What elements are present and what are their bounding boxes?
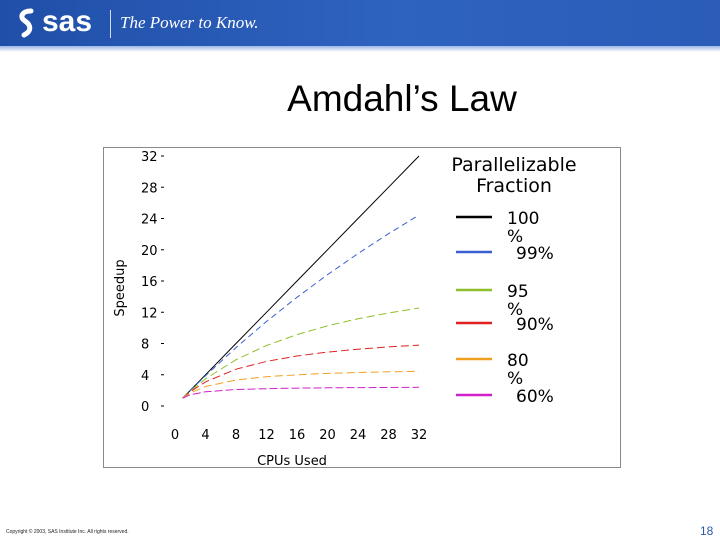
logo-text: sas — [42, 5, 93, 38]
tagline: The Power to Know. — [120, 13, 259, 32]
series-line-5 — [182, 386, 420, 399]
x-axis-label: CPUs Used — [257, 454, 327, 467]
y-tick-label: 12 — [141, 306, 158, 321]
series-line-1 — [182, 214, 420, 399]
y-tick-label: 4 — [141, 369, 149, 384]
legend-label-0-pct: % — [507, 227, 523, 247]
header-banner: sas The Power to Know. — [0, 0, 720, 46]
series-line-0 — [182, 155, 420, 399]
x-tick-label: 4 — [201, 428, 209, 443]
sas-logo-icon — [19, 8, 34, 38]
y-axis-label: Speedup — [113, 259, 128, 316]
legend-label-1: 99% — [516, 244, 554, 264]
series-line-4 — [182, 370, 420, 399]
banner-fade — [0, 46, 720, 52]
legend-label-4-pct: % — [507, 369, 523, 389]
x-tick-label: 24 — [350, 428, 367, 443]
series-line-3 — [182, 344, 420, 399]
y-tick-label: 16 — [141, 275, 158, 290]
copyright-text: Copyright © 2003, SAS Institute Inc. All… — [6, 529, 129, 535]
y-tick-label: 8 — [141, 338, 149, 353]
legend-label-3: 90% — [516, 315, 554, 335]
y-tick-label: 24 — [141, 213, 158, 228]
y-tick-label: 0 — [141, 400, 149, 415]
chart-frame: 0 4 8 12 16 20 24 28 32 0 4 8 12 16 20 24 28 32 CPUs Used S… — [103, 147, 621, 468]
y-tick-label: 32 — [141, 150, 158, 165]
legend-title: Parallelizable — [451, 154, 576, 176]
x-tick-label: 12 — [258, 428, 275, 443]
legend-label-2-pct: % — [507, 300, 523, 320]
amdahl-chart: 0 4 8 12 16 20 24 28 32 0 4 8 12 16 20 24 28 32 CPUs Used S… — [113, 150, 577, 467]
series-line-2 — [182, 307, 420, 399]
x-tick-label: 8 — [232, 428, 240, 443]
legend-label-4: 80 — [507, 351, 529, 371]
x-tick-label: 0 — [171, 428, 179, 443]
legend-label-0: 100 — [507, 209, 539, 229]
y-tick-label: 28 — [141, 181, 158, 196]
page-number: 18 — [700, 524, 714, 538]
y-tick-label: 20 — [141, 244, 158, 259]
slide-title: Amdahl’s Law — [287, 78, 517, 119]
legend-label-5: 60% — [516, 387, 554, 407]
logo-divider — [110, 10, 111, 38]
x-tick-label: 16 — [289, 428, 306, 443]
legend-title: Fraction — [476, 175, 552, 197]
x-tick-label: 28 — [380, 428, 397, 443]
x-tick-label: 32 — [411, 428, 428, 443]
legend-label-2: 95 — [507, 282, 529, 302]
x-tick-label: 20 — [319, 428, 336, 443]
